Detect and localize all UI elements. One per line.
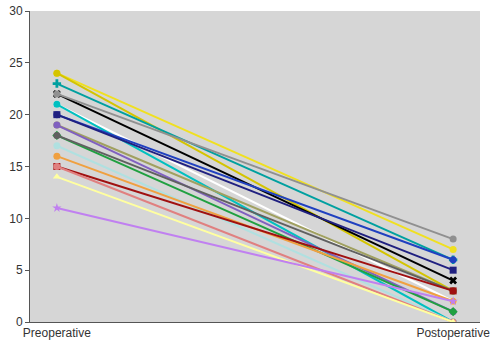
svg-text:5: 5 [16,263,23,277]
svg-text:10: 10 [9,212,23,226]
svg-text:0: 0 [16,315,23,329]
svg-text:15: 15 [9,160,23,174]
svg-text:Preoperative: Preoperative [23,326,91,340]
svg-text:25: 25 [9,56,23,70]
svg-text:30: 30 [9,4,23,18]
svg-text:Postoperative: Postoperative [416,326,490,340]
svg-text:20: 20 [9,108,23,122]
